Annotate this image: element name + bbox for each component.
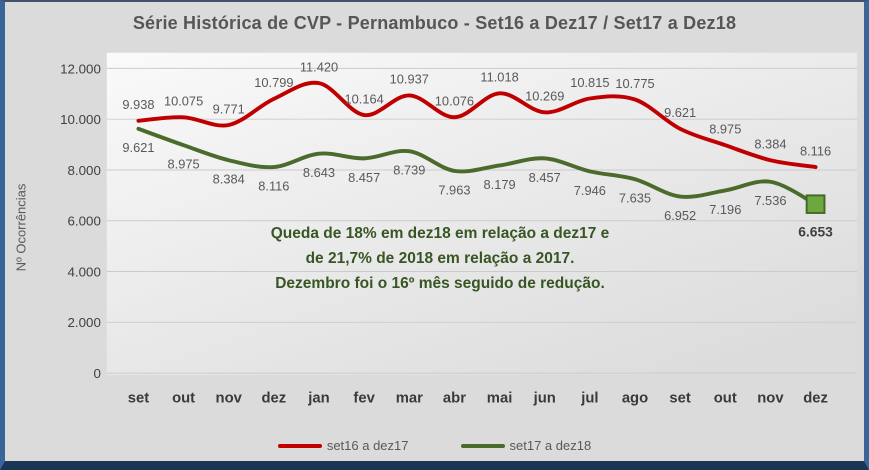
data-label: 10.799 (254, 75, 293, 90)
series-line-1 (136, 126, 818, 207)
x-tick-label: set (128, 390, 150, 406)
data-label: 10.076 (435, 94, 474, 109)
y-tick-label: 6.000 (68, 214, 101, 229)
annotation-text: Queda de 18% em dez18 em relação a dez17… (160, 221, 720, 296)
x-axis-tick-labels: set out nov dez jan fev mar abr mai jun jul ago set o… (128, 390, 828, 406)
data-label: 7.963 (438, 182, 470, 197)
x-tick-label: jul (580, 390, 598, 406)
data-label: 8.643 (303, 165, 335, 180)
x-tick-label: mar (396, 390, 423, 406)
data-label: 10.164 (345, 91, 384, 106)
x-tick-label: nov (216, 390, 243, 406)
data-label: 9.621 (664, 105, 696, 120)
data-label: 9.771 (213, 101, 245, 116)
data-label: 8.457 (529, 170, 561, 185)
legend: set16 a dez17 set17 a dez18 (5, 438, 864, 453)
data-label: 7.536 (754, 193, 786, 208)
data-label: 8.116 (258, 179, 289, 194)
data-label: 8.384 (754, 137, 786, 152)
legend-label: set16 a dez17 (326, 438, 409, 453)
x-tick-label: dez (803, 390, 828, 406)
series-line-0 (136, 80, 818, 169)
line-chart-plot: 9.938 10.075 9.771 10.799 11.420 10.164 10.937… (60, 52, 858, 406)
legend-item-set16-dez17: set16 a dez17 (277, 438, 409, 453)
x-tick-label: ago (622, 390, 648, 406)
x-tick-label: dez (262, 390, 287, 406)
legend-line-swatch-red (277, 443, 322, 448)
y-tick-label: 0 (93, 366, 100, 381)
data-label: 11.420 (300, 59, 338, 74)
legend-item-set17-dez18: set17 a dez18 (460, 438, 592, 453)
x-tick-label: out (714, 390, 737, 406)
y-tick-label: 10.000 (60, 112, 101, 127)
data-label: 10.775 (615, 76, 654, 91)
data-label: 8.179 (484, 177, 516, 192)
legend-label: set17 a dez18 (509, 438, 592, 453)
data-label: 10.937 (390, 72, 429, 87)
data-label: 9.621 (122, 140, 154, 155)
data-label: 6.653 (798, 224, 833, 239)
data-label: 10.269 (525, 89, 564, 104)
x-tick-label: jun (533, 390, 556, 406)
plot-area (106, 52, 858, 376)
x-tick-label: mai (487, 390, 513, 406)
data-label: 11.018 (480, 70, 518, 85)
data-label: 8.739 (393, 163, 425, 178)
annotation-line-3: Dezembro foi o 16º mês seguido de reduçã… (275, 275, 605, 292)
series-lines (136, 80, 818, 207)
annotation-line-1: Queda de 18% em dez18 em relação a dez17… (270, 225, 610, 242)
data-label: 8.975 (168, 157, 200, 172)
chart-title: Série Histórica de CVP - Pernambuco - Se… (132, 13, 737, 33)
x-tick-label: jan (307, 390, 329, 406)
y-tick-label: 8.000 (68, 163, 101, 178)
x-tick-label: out (172, 390, 195, 406)
data-label: 8.975 (709, 122, 741, 137)
y-tick-label: 4.000 (68, 264, 101, 279)
data-label: 8.384 (213, 172, 245, 187)
data-label: 6.952 (664, 208, 696, 223)
data-label: 9.938 (122, 97, 154, 112)
data-labels: 9.938 10.075 9.771 10.799 11.420 10.164 10.937… (122, 59, 833, 239)
annotation-line-2: de 21,7% de 2018 em relação a 2017. (305, 250, 575, 267)
y-tick-label: 2.000 (68, 315, 101, 330)
legend-line-swatch-green (460, 443, 505, 448)
gridlines (106, 67, 858, 374)
x-tick-label: set (669, 390, 691, 406)
last-point-marker (805, 194, 826, 214)
data-label: 7.196 (709, 202, 741, 217)
x-tick-label: fev (353, 390, 375, 406)
data-label: 8.116 (800, 143, 831, 158)
x-tick-label: nov (757, 390, 784, 406)
data-label: 8.457 (348, 170, 380, 185)
data-label: 7.946 (574, 183, 606, 198)
x-tick-label: abr (443, 390, 466, 406)
data-label: 10.075 (164, 94, 203, 109)
y-tick-label: 12.000 (60, 61, 101, 76)
data-label: 7.635 (619, 191, 651, 206)
data-label: 10.815 (570, 75, 609, 90)
y-axis-tick-labels: 0 2.000 4.000 6.000 8.000 10.000 12.000 (60, 61, 101, 381)
